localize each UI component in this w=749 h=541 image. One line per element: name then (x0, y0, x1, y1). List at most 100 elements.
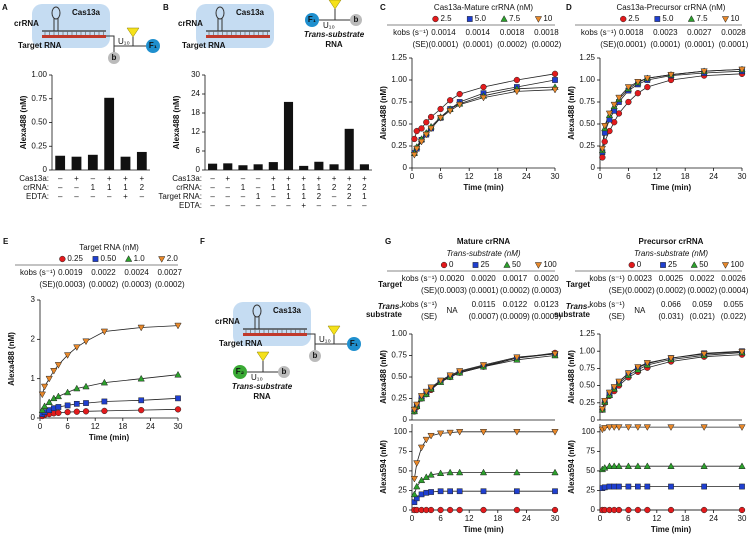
y-axis-label: Alexa594 (nM) (567, 440, 576, 494)
marker (456, 368, 464, 375)
marker (667, 71, 675, 79)
marker (418, 125, 425, 132)
marker (605, 424, 614, 431)
legend-label: 7.5 (509, 14, 521, 23)
marker (551, 70, 559, 77)
marker (137, 324, 145, 332)
marker (634, 424, 642, 431)
y-tick-label: 0.75 (579, 97, 595, 106)
y-tick-label: 1 (31, 374, 36, 383)
bar (359, 164, 369, 170)
series-line (602, 70, 743, 153)
cas13a-label: Cas13a (273, 306, 302, 315)
y-tick-label: 0.25 (391, 141, 407, 150)
condition-cell: 2 (140, 183, 145, 192)
table-cell: 0.0019 (58, 268, 83, 277)
table-row-label: kobs (s⁻¹) (581, 28, 617, 37)
table-group: Trans- (378, 302, 403, 311)
trans-name: RNA (325, 40, 343, 49)
x-tick-label: 24 (709, 172, 718, 181)
condition-cell: – (241, 192, 246, 201)
condition-label: crRNA: (176, 183, 202, 192)
marker (643, 424, 651, 431)
condition-cell: – (210, 192, 215, 201)
y-tick-label: 30 (191, 70, 200, 79)
condition-cell: + (271, 174, 276, 183)
marker (422, 436, 430, 444)
condition-cell: 2 (362, 183, 367, 192)
bar (344, 128, 354, 170)
y-tick-label: 50 (398, 466, 407, 475)
y-tick-label: 0.75 (31, 94, 47, 103)
y-tick-label: 0 (591, 505, 596, 514)
table-cell: (0.0001) (469, 286, 499, 295)
marker (625, 506, 632, 514)
legend-marker (440, 261, 448, 269)
marker (513, 88, 521, 96)
condition-cell: – (317, 201, 322, 210)
marker (634, 506, 642, 514)
marker (73, 344, 81, 352)
marker (54, 392, 63, 400)
marker (422, 131, 430, 139)
marker (428, 489, 434, 495)
legend-marker (503, 261, 511, 268)
x-tick-label: 12 (652, 514, 661, 523)
quencher (126, 27, 140, 38)
crrna-hairpin (215, 6, 225, 20)
y-tick-label: 0.25 (579, 398, 595, 407)
marker (50, 394, 58, 402)
condition-cell: 1 (317, 183, 322, 192)
table-cell: (0.0002) (155, 280, 185, 289)
table-row-label: kobs (s⁻¹) (402, 300, 438, 309)
cas13a-label: Cas13a (236, 8, 265, 17)
marker (667, 424, 675, 431)
marker (174, 406, 182, 413)
x-tick-label: 18 (681, 514, 690, 523)
legend-marker (534, 262, 543, 269)
marker (601, 123, 609, 130)
marker (634, 462, 642, 469)
marker (54, 362, 63, 369)
x-axis-label: Time (min) (463, 525, 504, 534)
x-tick-label: 6 (626, 514, 631, 523)
legend-label: 10 (543, 14, 552, 23)
crrna-hairpin (51, 6, 61, 20)
table-cell: 0.0014 (431, 28, 456, 37)
x-tick-label: 24 (522, 514, 531, 523)
marker (634, 364, 642, 371)
marker (137, 374, 145, 382)
table-cell: (0.0001) (429, 40, 459, 49)
marker (436, 377, 445, 385)
table-cell: 0.0024 (124, 268, 149, 277)
crrna-label: crRNA (178, 19, 203, 28)
marker (413, 460, 421, 467)
y-tick-label: 2 (31, 334, 36, 343)
legend-marker (660, 262, 666, 268)
marker (83, 400, 89, 406)
y-tick-label: 12 (191, 127, 200, 136)
condition-cell: + (317, 174, 322, 183)
bar (283, 101, 294, 170)
x-tick-label: 6 (626, 172, 631, 181)
table-cell: (0.0001) (463, 40, 493, 49)
marker (551, 86, 559, 94)
marker (413, 127, 420, 135)
condition-cell: + (347, 174, 352, 183)
legend-label: 0.25 (67, 254, 83, 263)
dye (347, 337, 361, 351)
table-group: substrate (554, 310, 591, 319)
marker (643, 75, 651, 83)
marker (45, 375, 53, 383)
condition-cell: 1 (91, 183, 96, 192)
marker (410, 490, 419, 498)
marker (644, 483, 651, 490)
legend-label: 5.0 (475, 14, 487, 23)
marker (101, 407, 108, 415)
marker (738, 66, 746, 74)
condition-cell: – (210, 183, 215, 192)
trans-name: Trans-substrate (232, 382, 293, 391)
marker (552, 488, 558, 495)
marker (411, 135, 418, 143)
y-axis-label: Alexa488 (nM) (172, 95, 181, 149)
